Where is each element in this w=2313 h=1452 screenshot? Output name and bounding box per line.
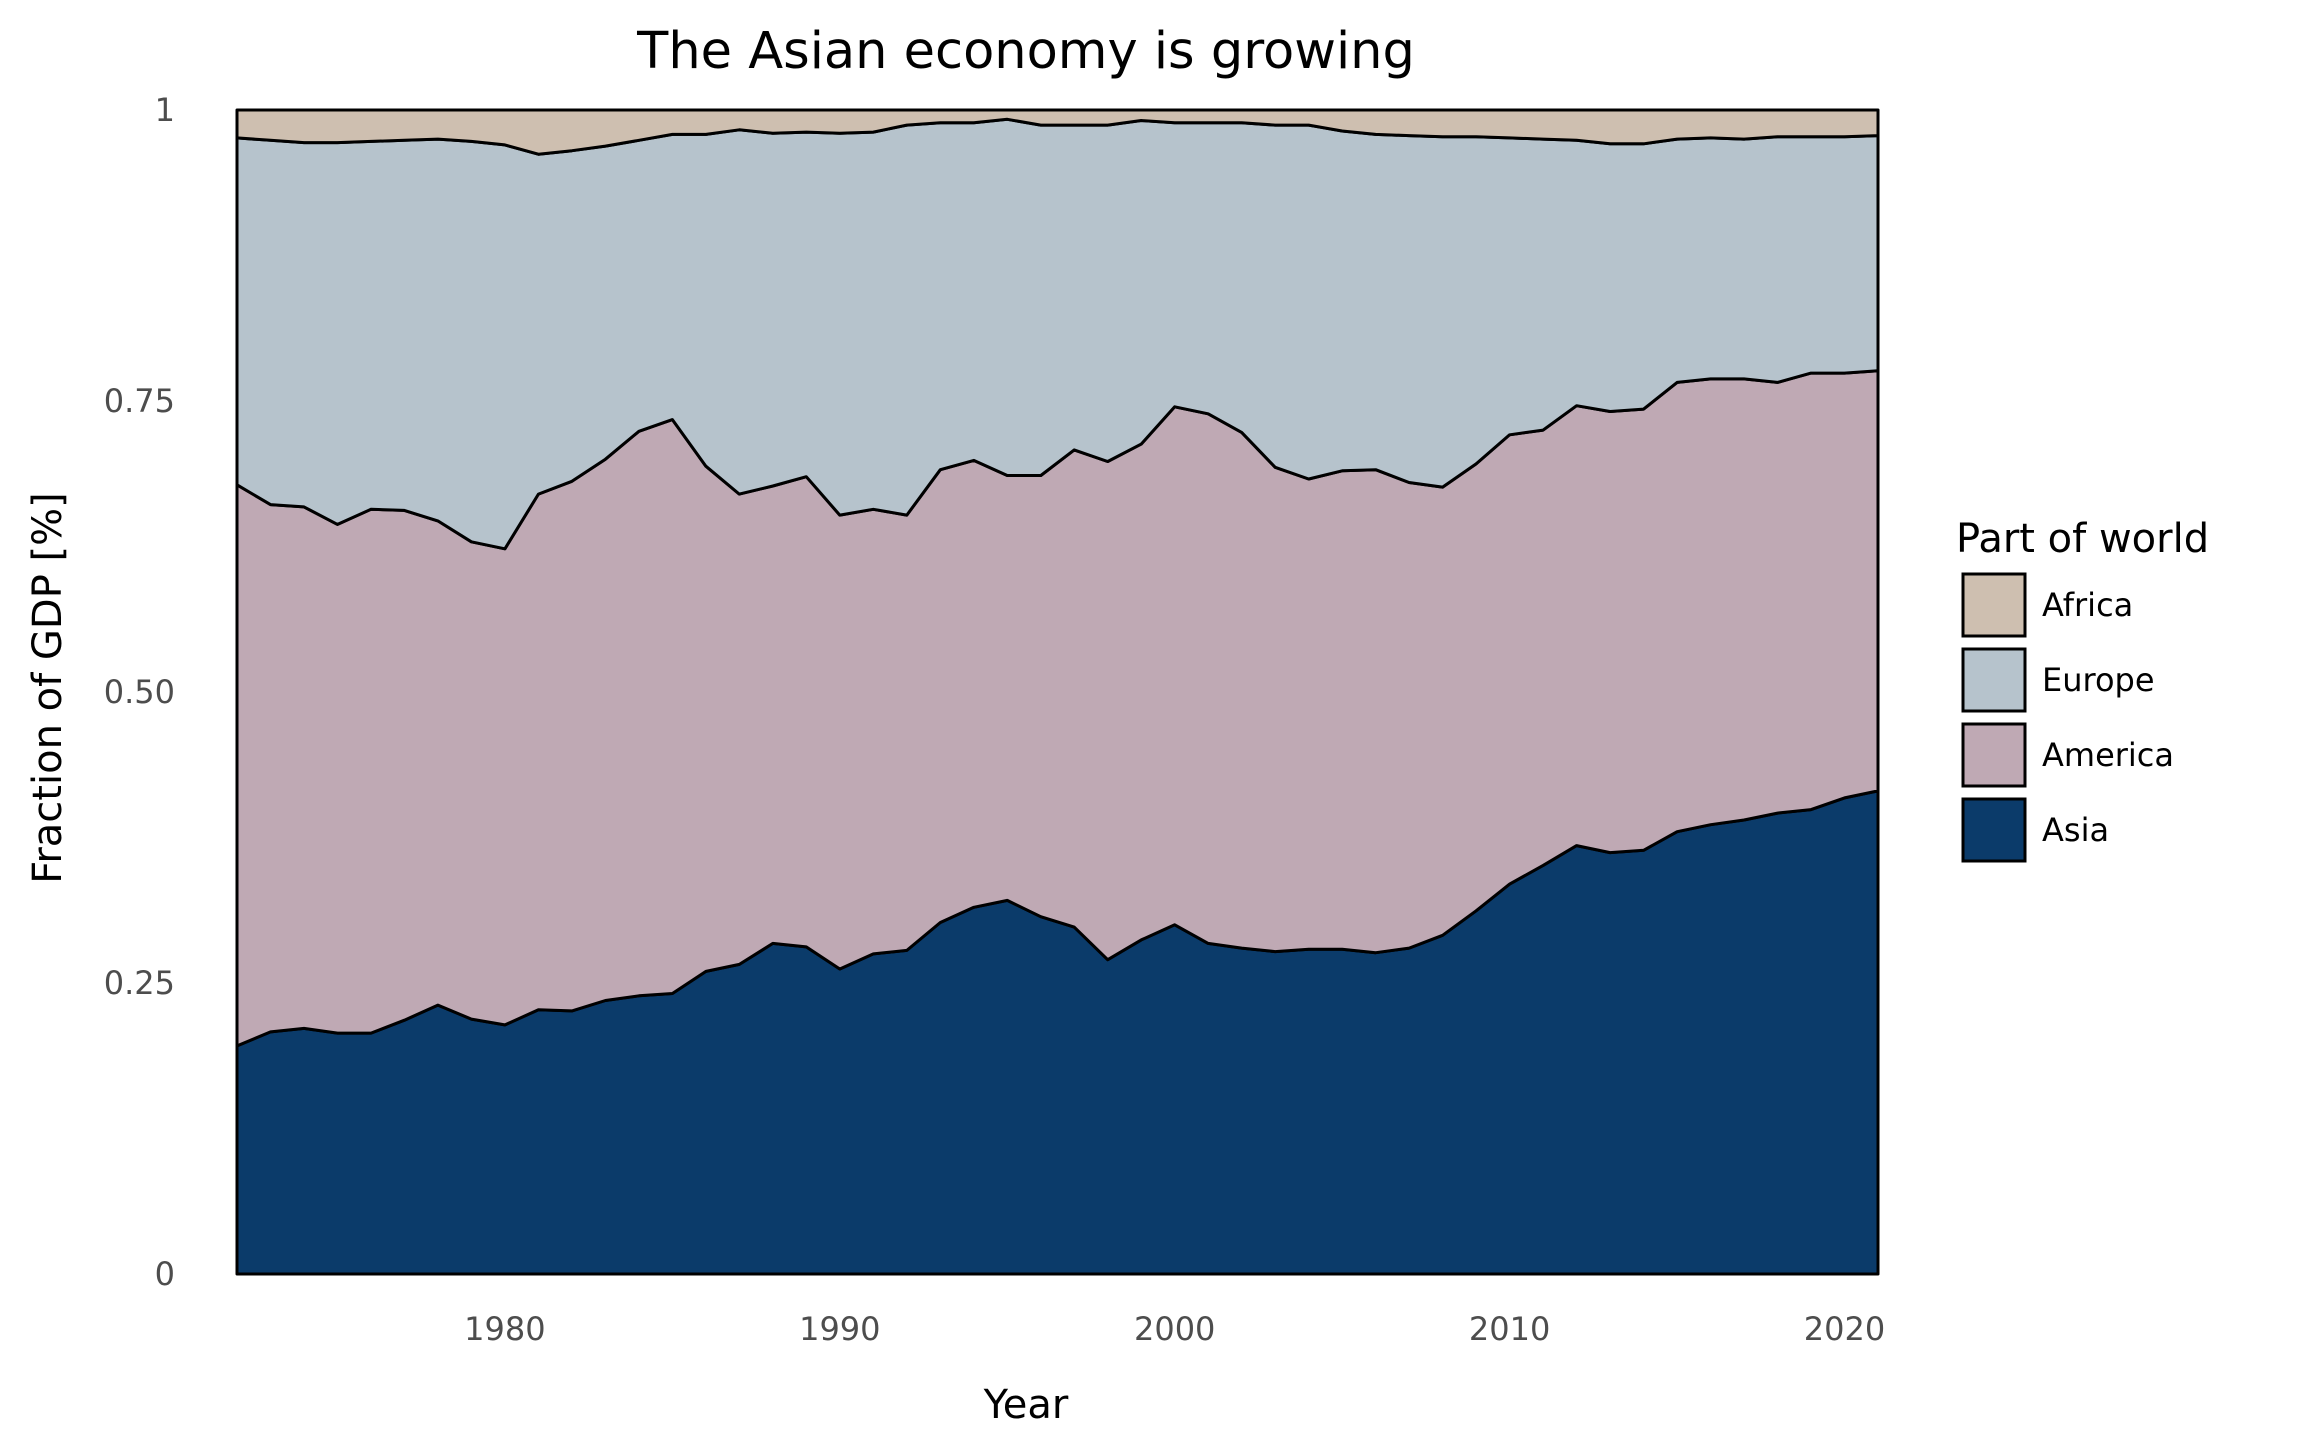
y-tick-label: 0.75 <box>104 382 175 420</box>
legend-swatch-america <box>1961 722 2027 788</box>
area-africa <box>235 108 1880 156</box>
x-tick-label: 1990 <box>799 1310 880 1348</box>
legend-label-europe: Europe <box>2042 661 2155 699</box>
legend-label-america: America <box>2042 736 2174 774</box>
legend-label-africa: Africa <box>2042 586 2133 624</box>
y-tick-label: 1 <box>155 91 175 129</box>
legend-swatch-asia <box>1961 797 2027 863</box>
legend-items: Africa Europe America Asia <box>1961 572 2174 863</box>
legend: Part of world Africa Europe America Asia <box>1956 516 2209 863</box>
plot-areas <box>235 108 1880 1276</box>
y-tick-label: 0.50 <box>104 673 175 711</box>
legend-label-asia: Asia <box>2042 811 2109 849</box>
chart-title: The Asian economy is growing <box>636 22 1415 81</box>
legend-swatch-africa <box>1961 572 2027 638</box>
x-tick-label: 2000 <box>1134 1310 1215 1348</box>
x-tick-label: 2020 <box>1804 1310 1885 1348</box>
y-tick-label: 0 <box>155 1255 175 1293</box>
x-axis-title: Year <box>983 1382 1069 1428</box>
x-axis-ticks: 1980 1990 2000 2010 2020 <box>464 1310 1885 1348</box>
legend-swatch-europe <box>1961 647 2027 713</box>
y-axis-ticks: 0 0.25 0.50 0.75 1 <box>104 91 175 1293</box>
x-tick-label: 1980 <box>464 1310 545 1348</box>
y-axis-title: Fraction of GDP [%] <box>25 492 71 884</box>
x-tick-label: 2010 <box>1469 1310 1550 1348</box>
y-tick-label: 0.25 <box>104 964 175 1002</box>
legend-title: Part of world <box>1956 516 2209 562</box>
